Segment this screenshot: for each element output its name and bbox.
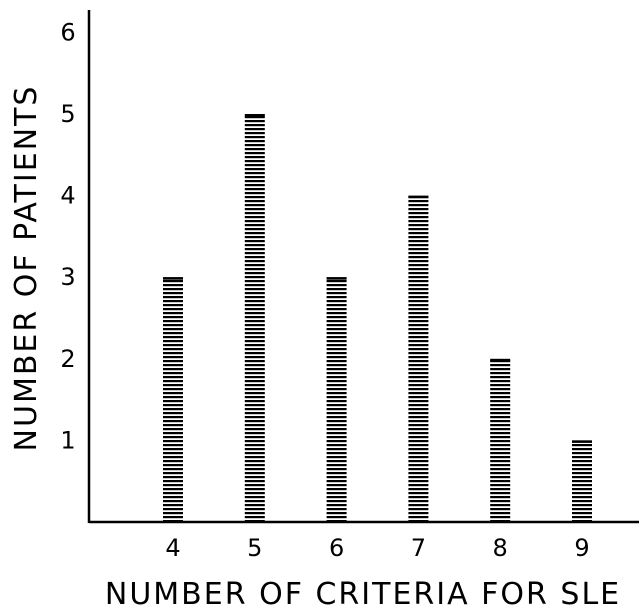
bars-group [163,114,592,522]
y-tick-label-6: 6 [60,18,75,46]
bar-cap-7 [408,195,429,199]
x-tick-label-8: 8 [493,534,508,562]
y-tick-label-4: 4 [60,182,75,210]
bar-7 [408,195,429,522]
bar-9 [572,440,592,522]
x-tick-label-7: 7 [411,534,426,562]
x-tick-labels: 4 5 6 7 8 9 [165,534,589,562]
bar-4 [163,277,183,522]
x-tick-label-5: 5 [247,534,262,562]
bar-cap-5 [244,114,265,117]
y-tick-label-3: 3 [60,263,75,291]
bar-cap-9 [572,440,592,443]
y-tick-label-1: 1 [60,426,75,454]
x-tick-label-6: 6 [329,534,344,562]
y-tick-label-5: 5 [60,100,75,128]
bar-6 [326,277,347,522]
bar-cap-4 [163,277,183,280]
y-axis-title: NUMBER OF PATIENTS [9,85,44,452]
x-axis-title: NUMBER OF CRITERIA FOR SLE [105,577,621,612]
x-tick-label-4: 4 [165,534,180,562]
y-tick-label-2: 2 [60,345,75,373]
y-tick-labels: 1 2 3 4 5 6 [60,18,75,454]
bar-5 [244,114,265,522]
bar-cap-6 [326,277,347,280]
bar-8 [490,358,511,522]
x-tick-label-9: 9 [574,534,589,562]
bar-cap-8 [490,358,511,362]
